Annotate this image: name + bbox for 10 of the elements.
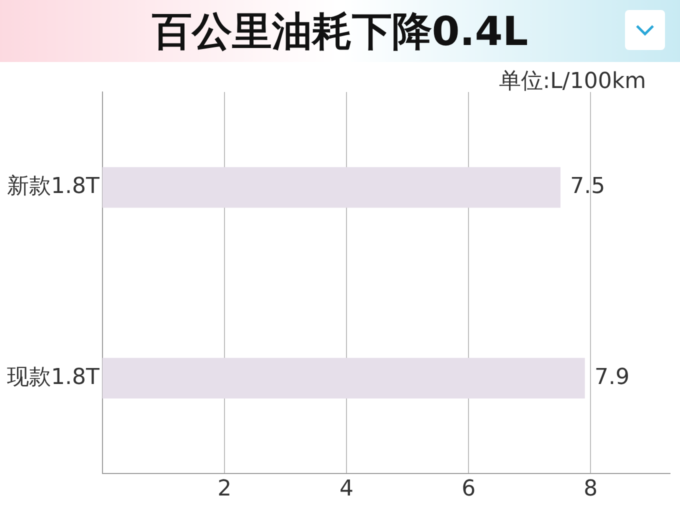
x-tick-label: 6 xyxy=(462,476,476,502)
y-tick-label: 新款1.8T xyxy=(6,174,100,200)
data-label: 7.9 xyxy=(594,364,630,390)
x-tick-label: 4 xyxy=(340,476,354,502)
data-label: 7.5 xyxy=(570,174,606,200)
y-tick-label: 现款1.8T xyxy=(6,364,100,390)
chart-title: 百公里油耗下降0.4L xyxy=(152,8,528,56)
x-tick-label: 8 xyxy=(584,476,598,502)
x-tick-label: 2 xyxy=(217,476,232,502)
annotation: 单位:L/100km xyxy=(498,68,646,96)
